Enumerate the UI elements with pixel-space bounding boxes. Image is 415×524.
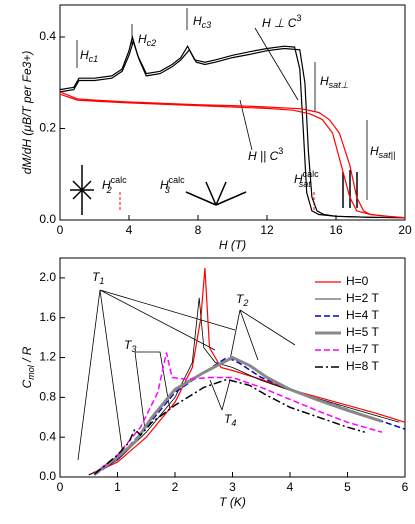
arrow — [239, 99, 253, 151]
annotation-main: H — [193, 14, 202, 28]
annotation: Hcalc sat — [294, 169, 319, 189]
annotation-main: T — [124, 338, 133, 352]
series-line — [94, 378, 366, 475]
leader — [77, 289, 236, 461]
x-tick-label: 16 — [329, 223, 343, 237]
y-tick-label: 0.0 — [39, 469, 56, 483]
annotation: Hc1 — [80, 48, 98, 64]
y-axis-label-sub: mol — [26, 364, 36, 380]
leader — [134, 351, 171, 431]
x-tick-label: 3 — [229, 480, 236, 494]
annotation-main: H — [320, 74, 329, 88]
annotation-sub: c2 — [147, 38, 157, 48]
annotation-main: H || C — [248, 149, 279, 163]
leader — [209, 379, 231, 411]
legend-label: H=2 T — [346, 291, 379, 305]
annotation: Hsat⊥ — [320, 74, 349, 90]
y-tick-label: 0.2 — [39, 121, 56, 135]
annotation: H ⊥ C3 — [262, 13, 301, 30]
annotation-main: H — [294, 172, 303, 186]
y-tick-label: 0.4 — [39, 29, 56, 43]
annotation-main: H — [138, 32, 147, 46]
legend-label: H=4 T — [346, 308, 379, 322]
annotation-main: T — [92, 270, 101, 284]
y-tick-label: 0.0 — [39, 212, 56, 226]
legend-label: H=7 T — [346, 342, 379, 356]
annotation: H || C3 — [248, 146, 283, 163]
annotation-main: H — [160, 178, 169, 192]
y-axis-label-main: C — [20, 379, 34, 388]
annotation: Hcalc 3 — [160, 175, 185, 195]
annotation-sub: 2 — [242, 298, 248, 308]
y-axis-label-after: / R — [20, 346, 34, 365]
annotation: T1 — [92, 270, 104, 286]
x-tick-label: 4 — [287, 480, 294, 494]
annotation-main: H — [102, 178, 111, 192]
y-tick-label: 1.2 — [39, 350, 56, 364]
annotation-sub: 3 — [165, 185, 170, 195]
annotation-sup: calc — [111, 175, 128, 185]
y-tick-label: 0.8 — [39, 390, 56, 404]
annotation-sup: calc — [303, 169, 320, 179]
arrows — [70, 8, 368, 461]
y-axis-label: dM/dH (μB/T per Fe3+) — [20, 51, 34, 175]
annotation-main: T — [236, 292, 245, 306]
annotation: Hc3 — [193, 14, 211, 30]
legend-label: H=8 T — [346, 359, 379, 373]
x-tick-label: 1 — [114, 480, 121, 494]
plot-frame — [59, 4, 406, 221]
annotation-sub: sat — [299, 179, 312, 189]
annotation-sub: 4 — [231, 418, 236, 428]
annotation: Hc2 — [138, 32, 156, 48]
annotation-sub: c1 — [89, 54, 99, 64]
annotation-sub: 1 — [99, 276, 104, 286]
x-tick-label: 2 — [172, 480, 179, 494]
annotation: T2 — [236, 292, 248, 308]
leader — [229, 309, 296, 361]
x-axis-label: T (K) — [219, 495, 246, 509]
series-line — [59, 93, 406, 219]
y-tick-label: 1.6 — [39, 310, 56, 324]
series-line — [93, 355, 383, 476]
x-axis-label: H (T) — [219, 238, 246, 252]
annotation-sup: 3 — [278, 146, 283, 156]
annotation-sup: 3 — [296, 13, 301, 23]
annotation: Hcalc 2 — [102, 175, 127, 195]
x-tick-label: 5 — [344, 480, 351, 494]
annotation-sub: 3 — [131, 344, 136, 354]
legend-label: H=5 T — [346, 325, 379, 339]
annotation-main: H ⊥ C — [262, 16, 297, 30]
series-line — [59, 91, 406, 219]
annotation: Hsat|| — [370, 144, 395, 160]
annotation-main: H — [370, 144, 379, 158]
series-line — [59, 39, 406, 219]
y-tick-label: 2.0 — [39, 270, 56, 284]
x-tick-label: 6 — [402, 480, 409, 494]
annotation-main: T — [224, 412, 233, 426]
annotation: T3 — [124, 338, 136, 354]
x-tick-label: 0 — [57, 480, 64, 494]
legend-label: H=0 — [346, 274, 369, 288]
annotation: T4 — [224, 412, 236, 428]
annotation-main: H — [80, 48, 89, 62]
y-axis-label: Cmol / R — [20, 346, 36, 388]
arrow — [254, 27, 299, 101]
series-line — [88, 267, 406, 476]
annotation-sub: sat|| — [379, 150, 396, 160]
series-line — [59, 34, 406, 219]
annotation-sub: c3 — [202, 20, 212, 30]
x-tick-label: 8 — [195, 223, 202, 237]
x-tick-label: 12 — [260, 223, 274, 237]
annotation-sup: calc — [169, 175, 186, 185]
x-tick-label: 20 — [398, 223, 412, 237]
x-tick-label: 4 — [126, 223, 133, 237]
annotation-sub: 2 — [106, 185, 112, 195]
x-tick-label: 0 — [57, 223, 64, 237]
series-line — [94, 352, 383, 475]
spin-arrows — [70, 165, 358, 215]
y-tick-label: 0.4 — [39, 429, 56, 443]
annotation-sub: sat⊥ — [329, 80, 349, 90]
